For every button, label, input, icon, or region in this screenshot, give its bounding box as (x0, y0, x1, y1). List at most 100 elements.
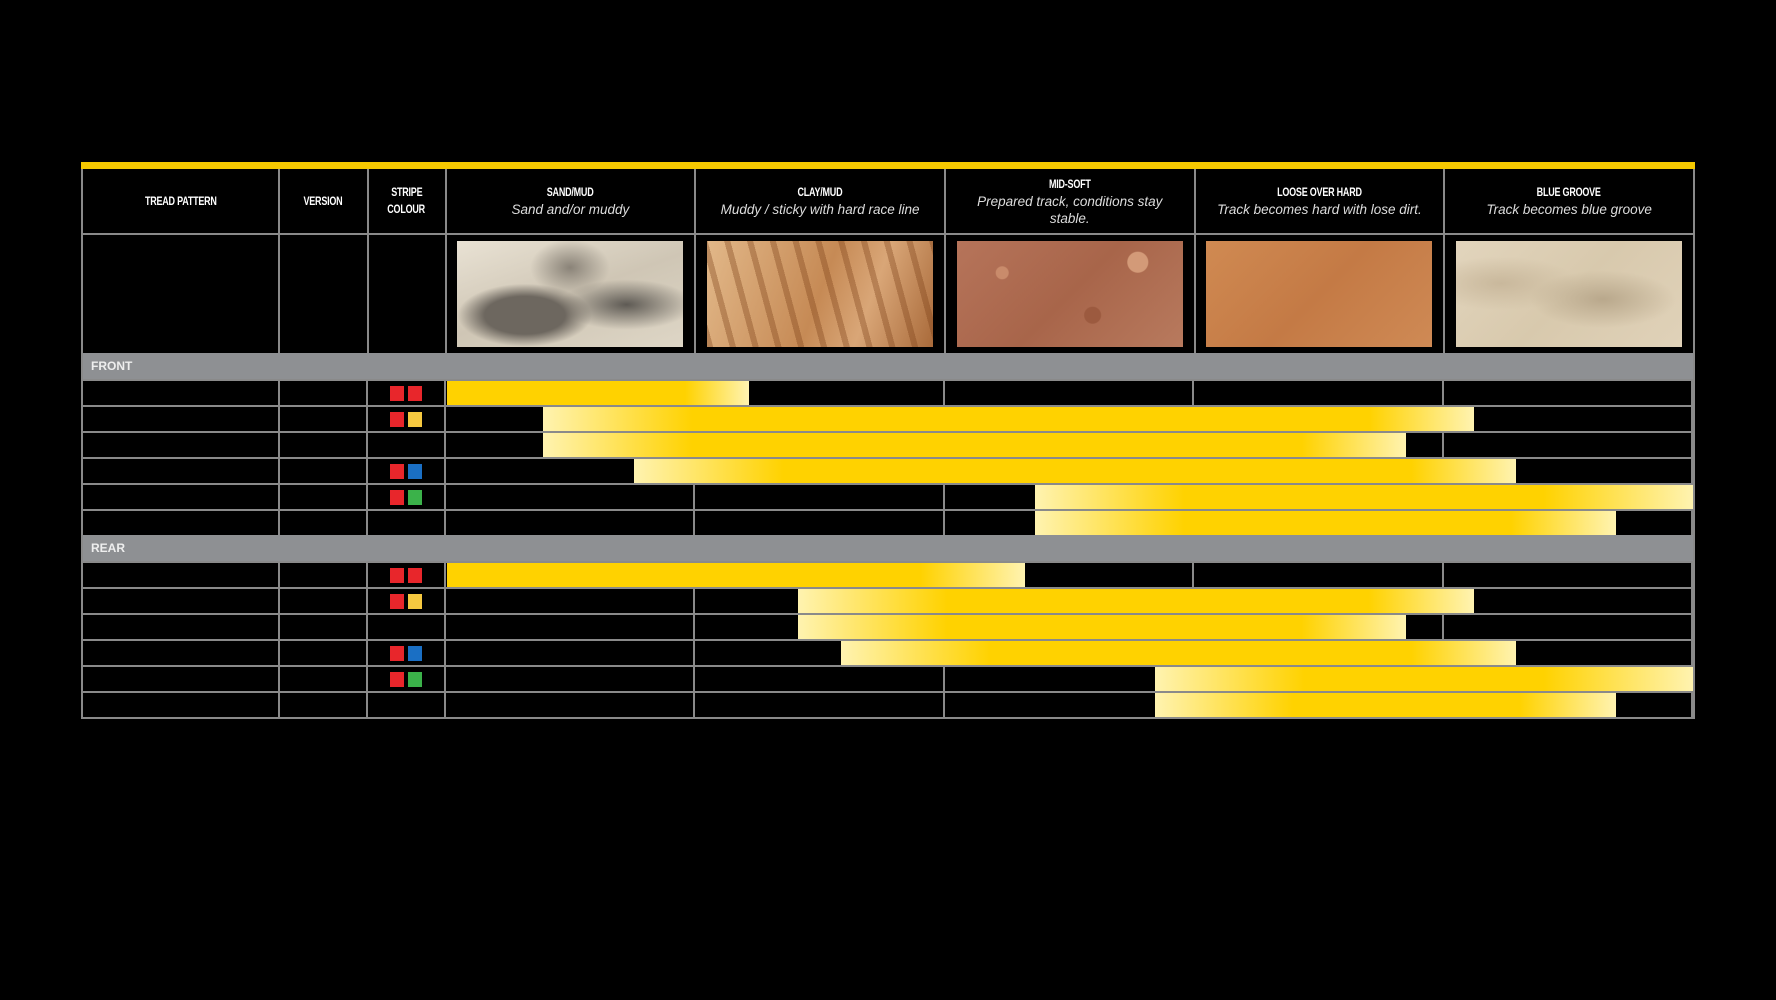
tread-row (83, 691, 1693, 717)
terrain-cell (446, 589, 696, 613)
version-cell (280, 563, 369, 587)
version-cell (280, 381, 369, 405)
terrain-cell (1444, 459, 1693, 483)
terrain-cell (945, 563, 1195, 587)
header-label: VERSION (303, 193, 343, 208)
empty-cell (369, 235, 447, 353)
tread-row (83, 587, 1693, 613)
suitability-bar (798, 589, 1474, 613)
stripe-colour-cell (368, 693, 447, 717)
section-band-front: FRONT (83, 353, 1693, 379)
stripe-swatch-green (408, 671, 423, 687)
header-terrain: BLUE GROOVE Track becomes blue groove (1445, 169, 1693, 233)
tread-pattern-cell (83, 563, 280, 587)
terrain-cell (1444, 381, 1693, 405)
terrain-subtitle: Track becomes hard with lose dirt. (1217, 202, 1422, 217)
header-terrain: MID-SOFT Prepared track, conditions stay … (946, 169, 1196, 233)
header-tread-pattern: TREAD PATTERN (83, 169, 280, 233)
stripe-swatch-red (390, 411, 405, 427)
stripe-colour-cell (368, 667, 447, 691)
stripe-swatches (390, 463, 423, 479)
image-row (83, 233, 1693, 353)
section-band-rear: REAR (83, 535, 1693, 561)
stripe-swatch-blue (408, 463, 423, 479)
stripe-colour-cell (368, 407, 447, 431)
bluegroove-texture-image (1456, 241, 1683, 347)
terrain-cell (446, 615, 696, 639)
tread-row (83, 639, 1693, 665)
stripe-swatches (390, 671, 423, 687)
tread-row (83, 457, 1693, 483)
header-row: TREAD PATTERN VERSION STRIPE COLOUR SAND/… (83, 169, 1693, 233)
stripe-swatches (390, 593, 423, 609)
tread-row (83, 561, 1693, 587)
terrain-image-cell (1196, 235, 1446, 353)
version-cell (280, 641, 369, 665)
suitability-bar (447, 563, 1026, 587)
empty-cell (83, 235, 280, 353)
terrain-subtitle: Muddy / sticky with hard race line (720, 202, 920, 217)
terrain-cell (446, 485, 696, 509)
terrain-cell (695, 693, 945, 717)
tread-pattern-cell (83, 485, 280, 509)
tread-pattern-cell (83, 693, 280, 717)
stripe-colour-cell (368, 563, 447, 587)
stripe-colour-cell (368, 511, 447, 535)
terrain-cell (1444, 615, 1693, 639)
tread-pattern-cell (83, 511, 280, 535)
terrain-cell (1444, 693, 1693, 717)
terrain-cell (1194, 381, 1444, 405)
suitability-bar (840, 641, 1517, 665)
version-cell (280, 485, 369, 509)
tread-row (83, 483, 1693, 509)
version-cell (280, 667, 369, 691)
midsoft-texture-image (956, 241, 1183, 347)
stripe-swatch-red (390, 671, 405, 687)
stripe-colour-cell (368, 485, 447, 509)
stripe-swatch-red (408, 385, 423, 401)
terrain-cell (695, 511, 945, 535)
tread-row (83, 665, 1693, 691)
terrain-cell (446, 667, 696, 691)
stripe-swatch-red (390, 463, 405, 479)
suitability-bar (1035, 485, 1693, 509)
tread-row (83, 431, 1693, 457)
tread-pattern-cell (83, 615, 280, 639)
terrain-cell (1444, 641, 1693, 665)
terrain-title: LOOSE OVER HARD (1277, 185, 1362, 199)
terrain-cell (1444, 563, 1693, 587)
suitability-bar (1035, 511, 1616, 535)
chart-grid: TREAD PATTERN VERSION STRIPE COLOUR SAND/… (81, 169, 1695, 719)
terrain-cell (695, 667, 945, 691)
header-version: VERSION (280, 169, 369, 233)
stripe-swatches (390, 645, 423, 661)
terrain-title: SAND/MUD (547, 185, 594, 199)
version-cell (280, 407, 369, 431)
suitability-bar (1154, 693, 1616, 717)
version-cell (280, 693, 369, 717)
terrain-cell (695, 381, 945, 405)
stripe-swatch-green (408, 489, 423, 505)
terrain-cell (446, 511, 696, 535)
clay-texture-image (707, 241, 934, 347)
stripe-colour-cell (368, 589, 447, 613)
terrain-cell (446, 693, 696, 717)
terrain-title: MID-SOFT (1048, 176, 1091, 191)
tread-terrain-chart: TREAD PATTERN VERSION STRIPE COLOUR SAND/… (81, 162, 1695, 719)
terrain-image-cell (1445, 235, 1693, 353)
terrain-cell (1444, 589, 1693, 613)
terrain-cell (945, 381, 1195, 405)
stripe-swatch-red (390, 645, 405, 661)
header-terrain: CLAY/MUD Muddy / sticky with hard race li… (696, 169, 946, 233)
stripe-swatch-red (390, 489, 405, 505)
terrain-title: CLAY/MUD (797, 185, 843, 199)
stripe-swatch-yellow (408, 411, 423, 427)
terrain-subtitle: Sand and/or muddy (511, 202, 630, 217)
terrain-image-cell (696, 235, 946, 353)
stripe-swatch-red (390, 567, 405, 583)
empty-cell (280, 235, 369, 353)
terrain-subtitle: Track becomes blue groove (1486, 202, 1652, 217)
tread-row (83, 509, 1693, 535)
stripe-swatches (390, 489, 423, 505)
tread-row (83, 405, 1693, 431)
